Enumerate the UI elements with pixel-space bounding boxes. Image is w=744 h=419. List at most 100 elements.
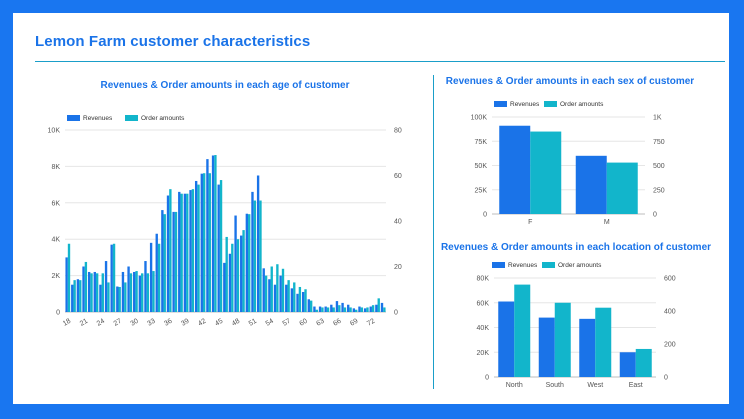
bar-order-amounts [281, 268, 285, 312]
bar-order-amounts [90, 273, 93, 312]
bar-revenues [200, 173, 203, 312]
bar-revenues [347, 304, 350, 312]
bar-revenues [223, 262, 226, 312]
bar-order-amounts [371, 305, 375, 312]
x-tick-label: 72 [366, 318, 376, 328]
bar-revenues [318, 306, 322, 312]
bar-revenues [279, 275, 282, 312]
bar-order-amounts [287, 280, 290, 312]
bar-order-amounts [242, 230, 245, 312]
bar-revenues [273, 284, 277, 312]
bar-revenues [161, 210, 164, 312]
y-right-tick-label: 400 [664, 309, 676, 316]
bar-order-amounts [248, 214, 251, 312]
y-right-tick-label: 20 [394, 264, 402, 271]
x-tick-label: 21 [79, 318, 89, 328]
bar-order-amounts [135, 271, 138, 312]
x-tick-label: 54 [265, 318, 275, 328]
y-right-tick-label: 1K [653, 115, 662, 122]
x-tick-label: 63 [315, 318, 325, 328]
bar-order-amounts [152, 271, 155, 312]
legend-label-revenues: Revenues [510, 101, 540, 108]
y-left-tick-label: 8K [51, 164, 60, 171]
bar-order-amounts [157, 243, 161, 312]
y-left-tick-label: 4K [51, 237, 60, 244]
y-right-tick-label: 40 [394, 219, 402, 226]
bar-revenues [211, 155, 215, 312]
bar-revenues [369, 306, 372, 312]
bar-order-amounts [174, 211, 178, 312]
bar-order-amounts [343, 307, 347, 312]
y-right-tick-label: 250 [653, 187, 665, 194]
y-right-tick-label: 60 [394, 173, 402, 180]
legend-swatch-revenues [494, 101, 507, 107]
bar-revenues [262, 268, 265, 312]
bar-revenues [245, 213, 249, 312]
y-left-tick-label: 6K [51, 200, 60, 207]
x-tick-label: 36 [163, 318, 173, 328]
bar-order-amounts [197, 184, 200, 312]
y-left-tick-label: 100K [471, 115, 488, 122]
chart-title-age: Revenues & Order amounts in each age of … [101, 80, 350, 91]
legend-label-order-amounts: Order amounts [560, 101, 604, 108]
y-left-tick-label: 20K [477, 350, 490, 357]
bar-order-amounts [202, 173, 206, 312]
legend-label-order-amounts: Order amounts [558, 262, 602, 269]
y-right-tick-label: 0 [664, 375, 668, 382]
bar-revenues [228, 253, 232, 312]
y-left-tick-label: 10K [48, 128, 61, 135]
bar-order-amounts [186, 193, 189, 312]
legend-swatch-order-amounts [542, 262, 555, 268]
bar-order-amounts [169, 189, 172, 312]
x-tick-label: 60 [298, 318, 308, 328]
chart-title-location: Revenues & Order amounts in each locatio… [441, 242, 711, 253]
legend-label-order-amounts: Order amounts [141, 115, 185, 122]
chart-title-sex: Revenues & Order amounts in each sex of … [446, 76, 695, 87]
y-left-tick-label: 0 [56, 310, 60, 317]
bar-order-amounts [84, 261, 88, 312]
bar-order-amounts [304, 289, 307, 312]
bar-revenues [330, 304, 333, 312]
x-tick-label: East [629, 382, 643, 389]
y-right-tick-label: 0 [394, 310, 398, 317]
title-divider [35, 61, 725, 62]
bar-order-amounts [219, 180, 223, 312]
bar-order-amounts [264, 275, 268, 312]
y-left-tick-label: 0 [483, 212, 487, 219]
bar-revenues [87, 271, 91, 312]
bar-revenues [121, 271, 125, 312]
bar-order-amounts [253, 200, 257, 312]
bar-order-amounts [214, 155, 217, 312]
y-left-tick-label: 25K [475, 187, 488, 194]
x-tick-label: North [506, 382, 523, 389]
x-tick-label: West [587, 382, 603, 389]
bar-revenues [65, 257, 68, 312]
bar-order-amounts [259, 200, 262, 312]
x-tick-label: 24 [96, 318, 106, 328]
y-left-tick-label: 40K [477, 325, 490, 332]
bar-revenues [127, 266, 130, 312]
bar-order-amounts [208, 173, 211, 312]
x-tick-label: 45 [214, 318, 224, 328]
y-right-tick-label: 750 [653, 139, 665, 146]
y-left-tick-label: 75K [475, 139, 488, 146]
bar-revenues [172, 211, 175, 312]
bar-revenues [217, 184, 220, 312]
bar-order-amounts [231, 243, 234, 312]
bar-revenues [380, 302, 384, 312]
bar-revenues [178, 191, 181, 312]
legend-swatch-revenues [492, 262, 505, 268]
x-tick-label: 48 [231, 318, 241, 328]
x-tick-label: 39 [180, 318, 190, 328]
x-tick-label: 66 [332, 318, 342, 328]
x-tick-label: South [546, 382, 564, 389]
bar-revenues [71, 284, 74, 312]
bar-order-amounts [141, 273, 144, 312]
y-left-tick-label: 2K [51, 273, 60, 280]
bar-revenues [189, 190, 192, 312]
bar-revenues [133, 271, 136, 312]
bar-order-amounts [355, 309, 358, 312]
bar-revenues [296, 293, 299, 312]
bar-revenues [499, 125, 531, 214]
